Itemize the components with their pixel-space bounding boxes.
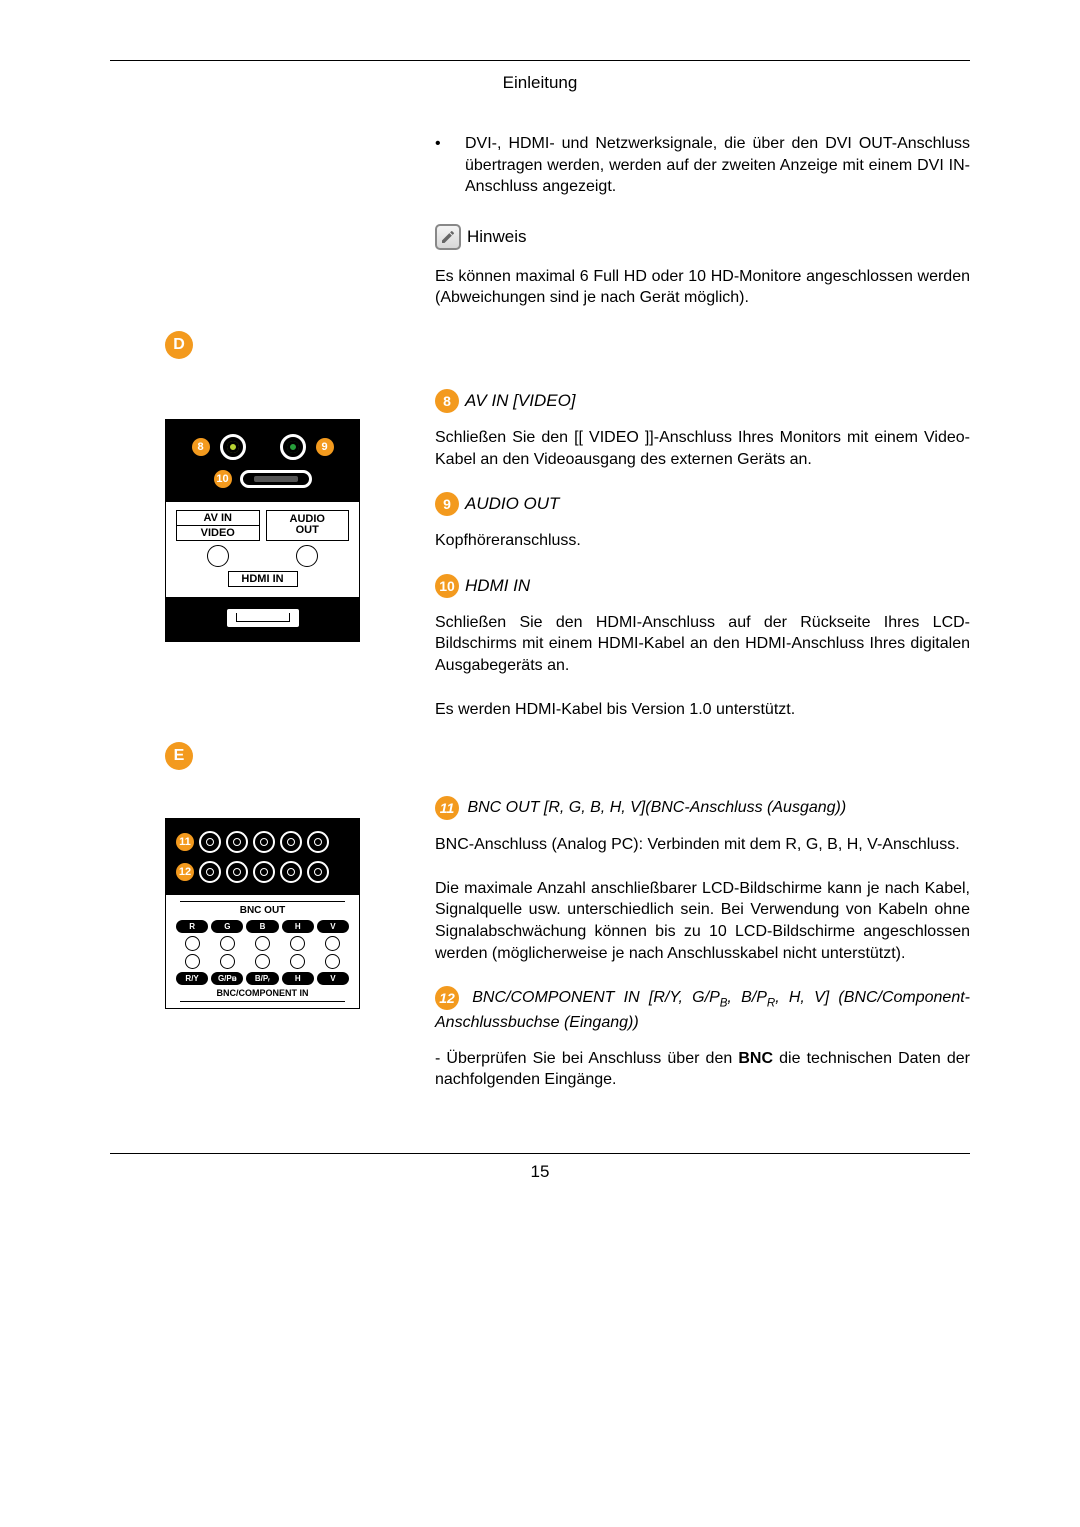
port-circle-icon	[296, 545, 318, 567]
hdmi-slot-icon	[240, 470, 312, 488]
item10-title: HDMI IN	[465, 576, 530, 596]
diagram-badge-12: 12	[176, 863, 194, 881]
num-badge-11: 11	[435, 796, 459, 820]
item8-title: AV IN [VIDEO]	[465, 391, 576, 411]
num-badge-10: 10	[435, 574, 459, 598]
num-badge-12: 12	[435, 986, 459, 1010]
num-badge-8: 8	[435, 389, 459, 413]
bnc-port-icon	[199, 861, 221, 883]
top-rule	[110, 60, 970, 61]
diagram-badge-11: 11	[176, 833, 194, 851]
diagram-badge-9: 9	[316, 438, 334, 456]
document-page: Einleitung • DVI-, HDMI- und Netzwerksig…	[0, 0, 1080, 1527]
bnc-comp-pill-row: R/Y G/Pᴃ B/Pᵣ H V	[174, 972, 351, 985]
item8-text: Schließen Sie den [[ VIDEO ]]-Anschluss …	[435, 427, 970, 470]
section-d: D 8 9 10	[110, 331, 970, 742]
av-in-label: AV IN	[176, 510, 260, 526]
item12-heading: 12 BNC/COMPONENT IN [R/Y, G/PB, B/PR, H,…	[435, 986, 970, 1034]
bullet-dot: •	[435, 133, 465, 198]
bottom-rule	[110, 1153, 970, 1154]
item10-text2: Es werden HDMI-Kabel bis Version 1.0 unt…	[435, 699, 970, 721]
bnc-component-in-label: BNC/COMPONENT IN	[180, 988, 345, 1002]
section-top: • DVI-, HDMI- und Netzwerksignale, die ü…	[110, 133, 970, 331]
hdmi-port-icon	[227, 609, 299, 627]
item11-heading: 11 BNC OUT [R, G, B, H, V](BNC-Anschluss…	[435, 796, 970, 820]
bnc-port-icon	[280, 861, 302, 883]
pencil-note-icon	[435, 224, 461, 250]
page-header-title: Einleitung	[110, 73, 970, 93]
item10-text1: Schließen Sie den HDMI-Anschluss auf der…	[435, 612, 970, 677]
item12-text: - Überprüfen Sie bei Anschluss über den …	[435, 1048, 970, 1091]
section-e: E 11 12	[110, 742, 970, 1113]
item9-heading: 9 AUDIO OUT	[435, 492, 970, 516]
item11-text1: BNC-Anschluss (Analog PC): Verbinden mit…	[435, 834, 970, 856]
bnc-out-pill-row: R G B H V	[174, 920, 351, 933]
bullet-text: DVI-, HDMI- und Netzwerksignale, die übe…	[465, 133, 970, 198]
section-letter-badge-e: E	[165, 742, 193, 770]
bnc-port-icon	[199, 831, 221, 853]
bnc-port-icon	[280, 831, 302, 853]
connector-diagram-2: 11 12	[165, 818, 360, 1009]
section-letter-badge-d: D	[165, 331, 193, 359]
audio-out-label: AUDIO OUT	[266, 510, 350, 541]
item10-heading: 10 HDMI IN	[435, 574, 970, 598]
audio-jack-icon	[280, 434, 306, 460]
av-video-jack-icon	[220, 434, 246, 460]
bnc-out-label: BNC OUT	[180, 901, 345, 916]
port-circle-icon	[207, 545, 229, 567]
video-label: VIDEO	[176, 526, 260, 541]
item11-text2: Die maximale Anzahl anschließbarer LCD-B…	[435, 878, 970, 964]
bnc-port-icon	[253, 831, 275, 853]
connector-diagram-1: 8 9 10 AV IN VIDEO	[165, 419, 360, 642]
bnc-port-icon	[226, 861, 248, 883]
item9-text: Kopfhöreranschluss.	[435, 530, 970, 552]
bnc-port-icon	[307, 831, 329, 853]
item9-title: AUDIO OUT	[465, 494, 559, 514]
bullet-item: • DVI-, HDMI- und Netzwerksignale, die ü…	[435, 133, 970, 198]
page-number: 15	[110, 1162, 970, 1182]
item11-title: BNC OUT [R, G, B, H, V](BNC-Anschluss (A…	[467, 799, 846, 816]
note-label: Hinweis	[467, 227, 527, 247]
note-text: Es können maximal 6 Full HD oder 10 HD-M…	[435, 266, 970, 309]
diagram-badge-10: 10	[214, 470, 232, 488]
bnc-port-icon	[307, 861, 329, 883]
bnc-port-icon	[226, 831, 248, 853]
diagram-badge-8: 8	[192, 438, 210, 456]
hdmi-in-label: HDMI IN	[228, 571, 298, 587]
note-heading: Hinweis	[435, 224, 970, 250]
num-badge-9: 9	[435, 492, 459, 516]
item8-heading: 8 AV IN [VIDEO]	[435, 389, 970, 413]
bnc-port-icon	[253, 861, 275, 883]
